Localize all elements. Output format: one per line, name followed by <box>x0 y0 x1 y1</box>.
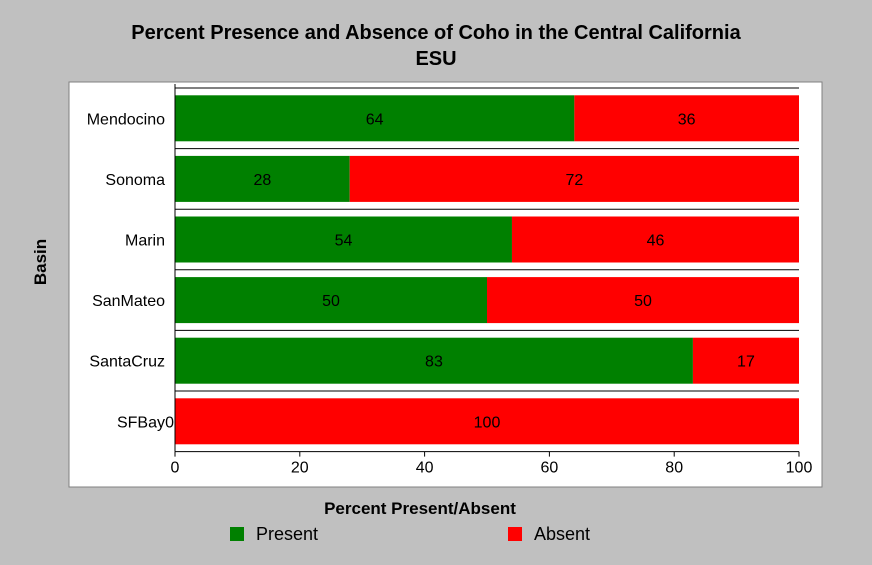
bar-present-marin <box>175 216 512 263</box>
data-label-absent-mendocino: 36 <box>678 111 696 128</box>
chart-title: Percent Presence and Absence of Coho in … <box>0 20 872 72</box>
bar-present-mendocino <box>175 95 575 142</box>
bar-absent-sanmateo <box>487 277 799 324</box>
x-tick-label-80: 80 <box>665 460 683 477</box>
category-label-sanmateo: SanMateo <box>92 293 165 310</box>
bar-absent-marin <box>511 216 799 263</box>
bar-present-sanmateo <box>175 277 487 324</box>
data-label-present-sonoma: 28 <box>253 172 271 189</box>
data-label-absent-sonoma: 72 <box>565 172 583 189</box>
bar-present-sonoma <box>175 155 350 202</box>
legend-swatch-present <box>230 527 244 541</box>
data-label-absent-sfbay: 100 <box>474 414 501 431</box>
data-label-present-sfbay: 0 <box>165 414 174 431</box>
bar-present-santacruz <box>175 337 693 384</box>
legend-item-absent: Absent <box>508 522 590 546</box>
legend-swatch-absent <box>508 527 522 541</box>
bar-absent-sfbay <box>175 398 799 445</box>
data-label-present-marin: 54 <box>335 233 353 250</box>
x-tick-label-40: 40 <box>416 460 434 477</box>
category-label-santacruz: SantaCruz <box>89 354 165 371</box>
data-label-present-santacruz: 83 <box>425 354 443 371</box>
x-tick-label-60: 60 <box>541 460 559 477</box>
legend-label-present: Present <box>256 523 319 544</box>
y-axis-title: Basin <box>31 239 50 285</box>
category-label-sfbay: SFBay <box>117 414 165 431</box>
x-tick-label-0: 0 <box>171 460 180 477</box>
category-label-marin: Marin <box>125 233 165 250</box>
legend-item-present: Present <box>230 522 318 546</box>
data-label-present-sanmateo: 50 <box>322 293 340 310</box>
x-tick-label-20: 20 <box>291 460 309 477</box>
bar-absent-sonoma <box>349 155 799 202</box>
data-label-absent-marin: 46 <box>647 233 665 250</box>
x-tick-label-100: 100 <box>786 460 813 477</box>
data-label-present-mendocino: 64 <box>366 111 384 128</box>
bar-absent-mendocino <box>574 95 799 142</box>
chart-title-line2: ESU <box>415 48 457 70</box>
data-label-absent-sanmateo: 50 <box>634 293 652 310</box>
bar-absent-santacruz <box>692 337 799 384</box>
x-axis-title: Percent Present/Absent <box>324 499 516 518</box>
category-label-mendocino: Mendocino <box>87 111 165 128</box>
data-label-absent-santacruz: 17 <box>737 354 755 371</box>
chart-title-line1: Percent Presence and Absence of Coho in … <box>131 22 741 44</box>
category-label-sonoma: Sonoma <box>105 172 165 189</box>
legend-label-absent: Absent <box>534 523 591 544</box>
